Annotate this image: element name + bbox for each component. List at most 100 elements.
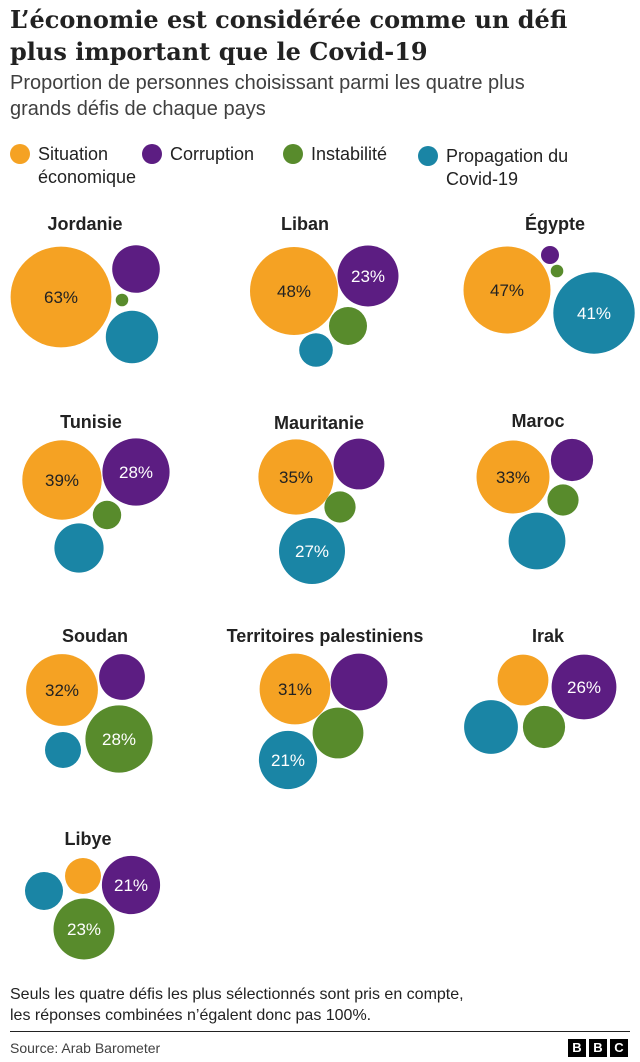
bubble-irak-economy bbox=[497, 654, 549, 706]
title-line-1: L’économie est considérée comme un défi bbox=[10, 5, 568, 34]
country-title-jordanie: Jordanie bbox=[47, 214, 122, 234]
bubble-soudan-economy bbox=[26, 654, 98, 726]
bubble-mauritanie-covid bbox=[279, 518, 345, 584]
footer-divider bbox=[10, 1031, 630, 1032]
data-label-territoires-palestiniens-covid: 21% bbox=[271, 751, 305, 770]
data-label-mauritanie-economy: 35% bbox=[279, 468, 313, 487]
bubble-soudan-instability bbox=[85, 705, 153, 773]
legend-swatch-instability bbox=[283, 144, 303, 164]
country-title-territoires-palestiniens: Territoires palestiniens bbox=[227, 626, 424, 646]
bubble-irak-corruption bbox=[551, 654, 617, 720]
data-label-soudan-economy: 32% bbox=[45, 681, 79, 700]
bubble-jordanie-economy bbox=[10, 246, 112, 348]
bubble-liban-economy bbox=[250, 247, 338, 335]
bubble-tunisie-economy bbox=[22, 440, 102, 520]
data-label-liban-corruption: 23% bbox=[351, 267, 385, 286]
country-group-libye: Libye 21% 23% bbox=[25, 829, 161, 960]
legend-label-corruption: Corruption bbox=[170, 144, 255, 164]
subtitle-line-2: grands défis de chaque pays bbox=[10, 98, 266, 120]
bubble-tunisie-instability bbox=[92, 500, 122, 530]
legend-label-economy: Situation économique bbox=[38, 143, 188, 189]
bubble-mauritanie-corruption bbox=[333, 438, 385, 490]
legend-swatch-covid bbox=[418, 146, 438, 166]
country-title-maroc: Maroc bbox=[511, 411, 564, 431]
country-title-soudan: Soudan bbox=[62, 626, 128, 646]
legend-label-economy-line-1: Situation bbox=[38, 144, 109, 164]
country-group-egypte: Égypte 47% 41% bbox=[463, 213, 635, 354]
legend-swatch-corruption bbox=[142, 144, 162, 164]
data-label-egypte-covid: 41% bbox=[577, 304, 611, 323]
country-title-irak: Irak bbox=[532, 626, 565, 646]
legend-label-instability: Instabilité bbox=[311, 144, 388, 164]
bbc-logo: B B C bbox=[568, 1039, 628, 1057]
data-label-tunisie-corruption: 28% bbox=[119, 463, 153, 482]
bubble-libye-instability bbox=[53, 898, 115, 960]
bubble-egypte-instability bbox=[550, 264, 564, 278]
bubble-territoires-palestiniens-covid bbox=[258, 730, 318, 790]
bubble-territoires-palestiniens-instability bbox=[312, 707, 364, 759]
country-group-maroc: Maroc 33% bbox=[476, 411, 594, 570]
bubble-mauritanie-economy bbox=[258, 439, 334, 515]
footnote-line-2: les réponses combinées n’égalent donc pa… bbox=[10, 1007, 372, 1024]
title-line-2: plus important que le Covid-19 bbox=[10, 37, 428, 66]
bubble-jordanie-corruption bbox=[112, 245, 160, 293]
chart-subtitle: Proportion de personnes choisissant parm… bbox=[10, 70, 630, 122]
bubble-irak-instability bbox=[522, 705, 566, 749]
legend-label-covid-line-1: Propagation du bbox=[446, 146, 569, 166]
footnote: Seuls les quatre défis les plus sélectio… bbox=[10, 984, 630, 1026]
data-label-libye-instability: 23% bbox=[67, 920, 101, 939]
legend-item-covid: Propagation du Covid-19 bbox=[418, 145, 568, 191]
bubble-libye-covid bbox=[25, 872, 63, 910]
data-label-tunisie-economy: 39% bbox=[45, 471, 79, 490]
bubble-egypte-covid bbox=[553, 272, 635, 354]
data-label-territoires-palestiniens-economy: 31% bbox=[278, 680, 312, 699]
bubble-liban-instability bbox=[329, 307, 367, 345]
country-group-liban: Liban 48% 23% bbox=[250, 214, 399, 367]
legend-item-economy: Situation économique bbox=[10, 143, 188, 189]
data-label-libye-corruption: 21% bbox=[114, 876, 148, 895]
legend-item-instability: Instabilité bbox=[283, 143, 387, 166]
country-title-liban: Liban bbox=[281, 214, 329, 234]
bubble-jordanie-covid bbox=[105, 310, 159, 364]
legend-item-corruption: Corruption bbox=[142, 143, 254, 166]
bubble-maroc-covid bbox=[508, 512, 566, 570]
bubble-liban-corruption bbox=[337, 245, 399, 307]
chart-title: L’économie est considérée comme un défi … bbox=[10, 4, 630, 68]
bubble-maroc-corruption bbox=[550, 438, 594, 482]
bbc-logo-letter: B bbox=[589, 1039, 607, 1057]
bbc-logo-letter: C bbox=[610, 1039, 628, 1057]
legend-label-covid: Propagation du Covid-19 bbox=[446, 145, 568, 191]
bubble-tunisie-covid bbox=[54, 523, 104, 573]
bubble-territoires-palestiniens-economy bbox=[259, 653, 331, 725]
bubble-soudan-corruption bbox=[99, 654, 145, 700]
source-text: Source: Arab Barometer bbox=[10, 1040, 161, 1056]
footnote-line-1: Seuls les quatre défis les plus sélectio… bbox=[10, 986, 464, 1003]
bubble-jordanie-instability bbox=[115, 293, 129, 307]
bubble-irak-covid bbox=[464, 700, 518, 754]
bubble-libye-corruption bbox=[101, 855, 161, 915]
country-group-jordanie: Jordanie 63% bbox=[10, 214, 160, 364]
bubble-egypte-corruption bbox=[541, 246, 559, 264]
legend-swatch-economy bbox=[10, 144, 30, 164]
country-title-tunisie: Tunisie bbox=[60, 412, 122, 432]
data-label-mauritanie-covid: 27% bbox=[295, 542, 329, 561]
legend-label-covid-line-2: Covid-19 bbox=[446, 169, 519, 189]
bubble-maroc-economy bbox=[476, 440, 550, 514]
subtitle-line-1: Proportion de personnes choisissant parm… bbox=[10, 72, 525, 94]
bbc-logo-letter: B bbox=[568, 1039, 586, 1057]
country-group-territoires-palestiniens: Territoires palestiniens 31% 21% bbox=[227, 626, 424, 790]
data-label-maroc-economy: 33% bbox=[496, 468, 530, 487]
country-title-egypte: Égypte bbox=[525, 213, 585, 234]
country-title-mauritanie: Mauritanie bbox=[274, 413, 364, 433]
bubble-tunisie-corruption bbox=[102, 438, 170, 506]
data-label-jordanie-economy: 63% bbox=[44, 288, 78, 307]
bubble-soudan-covid bbox=[45, 732, 81, 768]
data-label-egypte-economy: 47% bbox=[490, 281, 524, 300]
bubble-mauritanie-instability bbox=[324, 491, 356, 523]
data-label-irak-corruption: 26% bbox=[567, 678, 601, 697]
country-group-soudan: Soudan 32% 28% bbox=[26, 626, 153, 773]
data-label-liban-economy: 48% bbox=[277, 282, 311, 301]
legend-label-economy-line-2: économique bbox=[38, 167, 137, 187]
bubble-territoires-palestiniens-corruption bbox=[330, 653, 388, 711]
